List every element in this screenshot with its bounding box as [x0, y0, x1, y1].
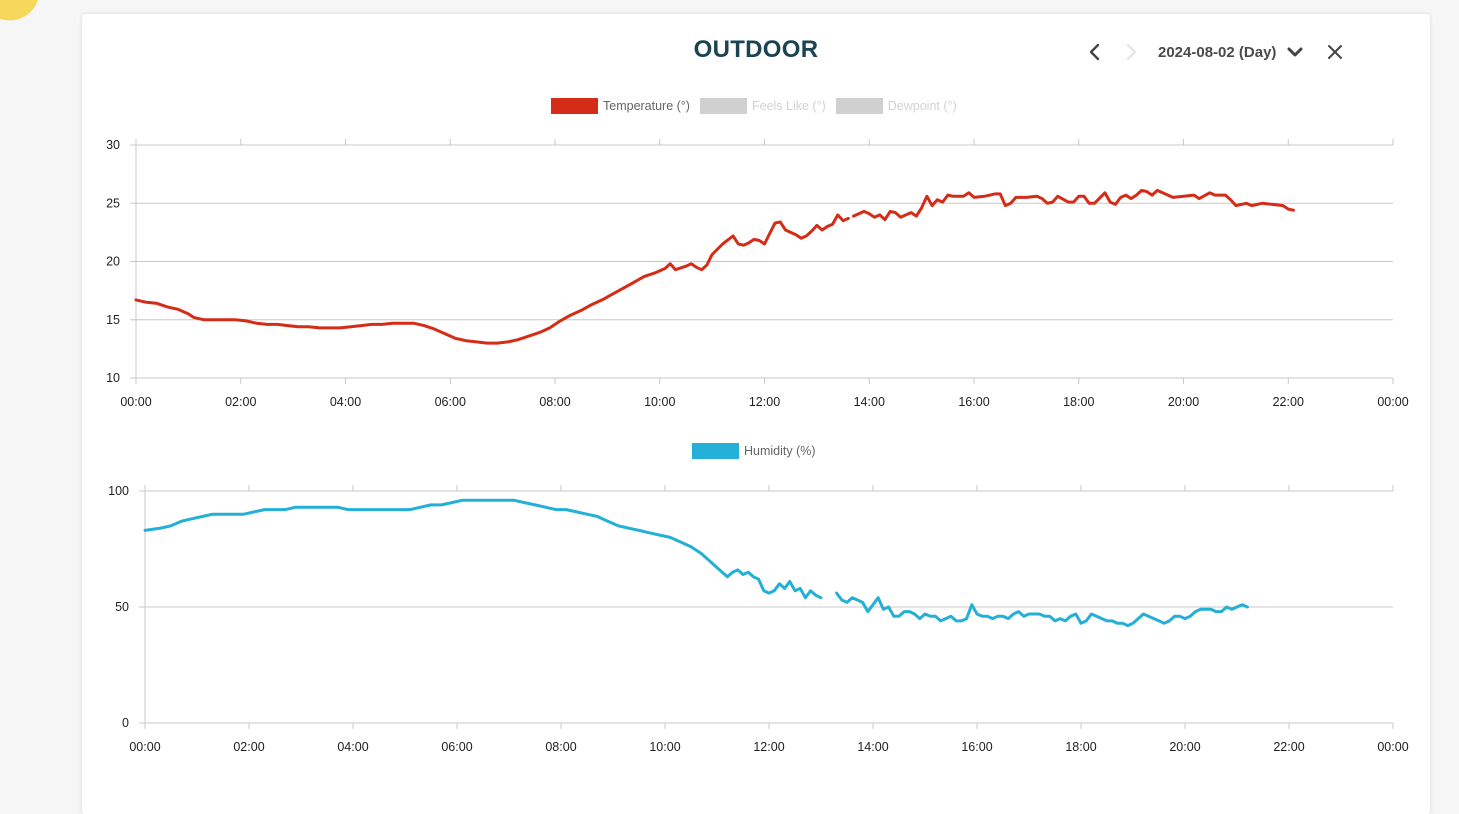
temperature-legend: Temperature (°) Feels Like (°) Dewpoint … — [551, 98, 967, 114]
x-tick-label: 02:00 — [225, 395, 256, 409]
page-title: OUTDOOR — [693, 36, 819, 63]
legend-humidity[interactable]: Humidity (%) — [692, 443, 816, 459]
x-tick-label: 20:00 — [1169, 740, 1200, 754]
x-tick-label: 08:00 — [545, 740, 576, 754]
x-tick-label: 10:00 — [649, 740, 680, 754]
date-label: 2024-08-02 (Day) — [1158, 43, 1277, 61]
close-icon — [1328, 45, 1343, 59]
x-tick-label: 14:00 — [857, 740, 888, 754]
previous-day-button[interactable] — [1082, 39, 1108, 65]
x-tick-label: 08:00 — [539, 395, 570, 409]
x-tick-label: 22:00 — [1273, 740, 1304, 754]
x-tick-label: 04:00 — [330, 395, 361, 409]
y-tick-label: 25 — [106, 196, 120, 210]
next-day-button[interactable] — [1118, 39, 1144, 65]
y-tick-label: 10 — [106, 371, 120, 385]
x-tick-label: 00:00 — [129, 740, 160, 754]
y-tick-label: 0 — [122, 716, 129, 730]
x-tick-label: 00:00 — [1377, 740, 1408, 754]
legend-label: Feels Like (°) — [751, 99, 826, 113]
x-tick-label: 06:00 — [441, 740, 472, 754]
y-tick-label: 100 — [108, 484, 129, 498]
legend-swatch — [692, 443, 739, 459]
x-tick-label: 06:00 — [435, 395, 466, 409]
x-tick-label: 18:00 — [1065, 740, 1096, 754]
x-tick-label: 02:00 — [233, 740, 264, 754]
x-tick-label: 16:00 — [958, 395, 989, 409]
chevron-right-icon — [1126, 43, 1137, 61]
y-tick-label: 20 — [106, 255, 120, 269]
series-line — [134, 213, 850, 345]
series-line — [143, 498, 823, 600]
y-tick-label: 15 — [106, 313, 120, 327]
y-tick-label: 50 — [115, 600, 129, 614]
x-tick-label: 16:00 — [961, 740, 992, 754]
series-line — [835, 591, 1249, 628]
x-tick-label: 10:00 — [644, 395, 675, 409]
legend-temperature[interactable]: Temperature (°) — [551, 98, 690, 114]
legend-label: Temperature (°) — [603, 99, 690, 113]
chevron-left-icon — [1089, 43, 1100, 61]
x-tick-label: 04:00 — [337, 740, 368, 754]
legend-label: Dewpoint (°) — [887, 99, 957, 113]
x-tick-label: 00:00 — [120, 395, 151, 409]
legend-feels-like[interactable]: Feels Like (°) — [699, 98, 826, 114]
date-dropdown-button[interactable] — [1282, 39, 1308, 65]
x-tick-label: 00:00 — [1377, 395, 1408, 409]
close-button[interactable] — [1322, 39, 1348, 65]
x-tick-label: 12:00 — [753, 740, 784, 754]
date-navigation: 2024-08-02 (Day) — [1082, 38, 1348, 66]
legend-swatch — [699, 98, 747, 114]
outdoor-card: OUTDOOR 2024-08-02 (Day) Temperatur — [82, 14, 1430, 814]
legend-label: Humidity (%) — [744, 444, 816, 458]
x-tick-label: 12:00 — [749, 395, 780, 409]
x-tick-label: 14:00 — [854, 395, 885, 409]
y-tick-label: 30 — [106, 138, 120, 152]
series-line — [852, 188, 1295, 222]
humidity-legend: Humidity (%) — [692, 443, 826, 459]
chevron-down-icon — [1287, 47, 1303, 57]
legend-dewpoint[interactable]: Dewpoint (°) — [835, 98, 957, 114]
x-tick-label: 18:00 — [1063, 395, 1094, 409]
x-tick-label: 20:00 — [1168, 395, 1199, 409]
decorative-blob — [0, 0, 49, 29]
legend-swatch — [835, 98, 883, 114]
legend-swatch — [551, 98, 598, 114]
x-tick-label: 22:00 — [1273, 395, 1304, 409]
